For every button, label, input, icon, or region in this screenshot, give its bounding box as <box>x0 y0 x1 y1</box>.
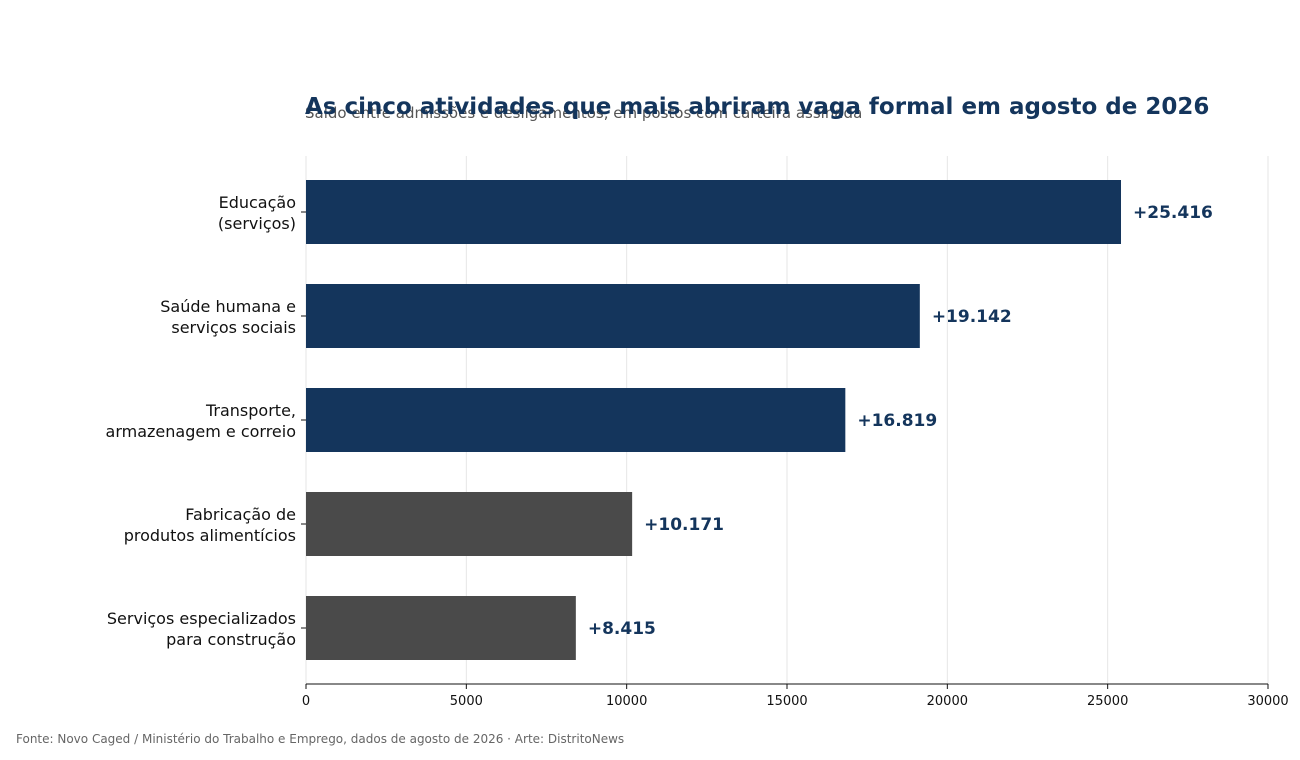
x-tick-label: 30000 <box>1247 694 1288 709</box>
category-label: Transporte, armazenagem e correio <box>106 401 296 441</box>
category-label: Educação (serviços) <box>218 193 296 233</box>
category-label-line: armazenagem e correio <box>106 422 296 441</box>
category-label: Fabricação de produtos alimentícios <box>124 505 296 545</box>
x-tick-label: 10000 <box>606 694 647 709</box>
x-tick-label: 5000 <box>450 694 483 709</box>
category-label-line: (serviços) <box>218 214 296 233</box>
source-footer: Fonte: Novo Caged / Ministério do Trabal… <box>16 732 624 746</box>
bar <box>306 180 1122 244</box>
bar <box>306 596 576 660</box>
bar <box>306 388 846 452</box>
chart-title: As cinco atividades que mais abriram vag… <box>305 94 1209 120</box>
bars: +25.416 +19.142 +16.819 +10.171 +8.415 <box>306 180 1213 660</box>
category-label-line: Educação <box>219 193 296 212</box>
category-label-line: Saúde humana e <box>160 297 296 316</box>
data-label: +10.171 <box>644 515 724 535</box>
category-label: Serviços especializados para construção <box>107 609 296 649</box>
x-tick-label: 0 <box>302 694 310 709</box>
x-tick-label: 20000 <box>927 694 968 709</box>
category-label-line: Fabricação de <box>185 505 296 524</box>
category-label-line: Serviços especializados <box>107 609 296 628</box>
x-axis: 0 5000 10000 15000 20000 25000 30000 <box>301 211 1289 709</box>
data-label: +19.142 <box>932 307 1012 327</box>
x-tick-label: 25000 <box>1087 694 1128 709</box>
category-label-line: produtos alimentícios <box>124 526 296 545</box>
x-tick-label: 15000 <box>766 694 807 709</box>
data-label: +16.819 <box>857 411 937 431</box>
category-label-line: serviços sociais <box>171 318 296 337</box>
bar <box>306 492 633 556</box>
category-label-line: para construção <box>166 630 296 649</box>
data-label: +8.415 <box>588 619 656 639</box>
category-labels: Educação (serviços) Saúde humana e serviços… <box>106 193 296 649</box>
data-label: +25.416 <box>1133 203 1213 223</box>
category-label-line: Transporte, <box>205 401 296 420</box>
chart-subtitle: Saldo entre admissões e desligamentos, e… <box>305 104 862 122</box>
bar <box>306 284 920 348</box>
category-label: Saúde humana e serviços sociais <box>160 297 296 337</box>
